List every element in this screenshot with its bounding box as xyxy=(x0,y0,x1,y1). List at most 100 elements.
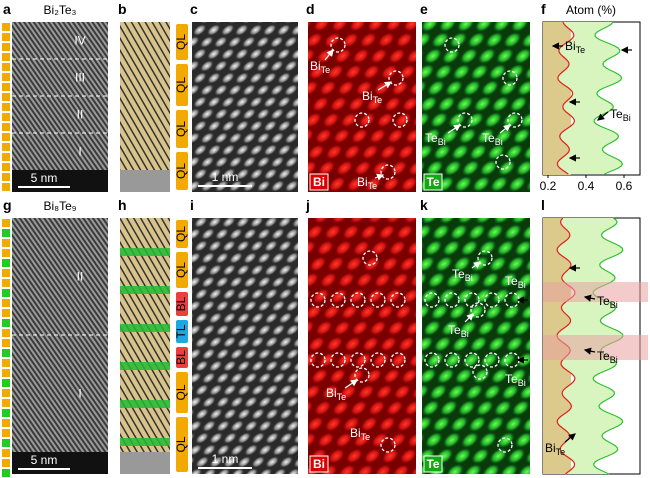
layer-strip xyxy=(2,409,10,417)
marker-circle xyxy=(392,112,408,128)
layer-tag xyxy=(176,152,188,190)
layer-strip xyxy=(2,469,10,477)
panel-letter: d xyxy=(306,1,315,17)
arrow xyxy=(374,173,385,181)
tick-label: 0.2 xyxy=(540,179,557,193)
layer-tag xyxy=(176,372,188,413)
vacuum xyxy=(12,452,108,474)
layer-strip xyxy=(2,83,10,91)
layer-strip xyxy=(2,63,10,71)
layer-strip xyxy=(2,73,10,81)
marker-circle xyxy=(390,352,406,368)
annotation-sub: Te xyxy=(556,447,566,457)
annotation-main: Bi xyxy=(350,426,361,440)
haadf-image xyxy=(192,22,298,192)
annotation-main: Te xyxy=(610,107,623,121)
eds-map xyxy=(422,22,530,192)
arrow xyxy=(344,379,358,389)
annotation-sub: Bi xyxy=(610,355,618,365)
structure-model xyxy=(120,22,170,170)
marker-circle xyxy=(350,352,366,368)
marker-circle xyxy=(330,292,346,308)
element-badge xyxy=(423,455,443,473)
panel-letter: a xyxy=(3,1,11,17)
panel-letter: c xyxy=(190,1,198,17)
haadf-image xyxy=(192,218,298,474)
layer-strip xyxy=(2,429,10,437)
marker-circle xyxy=(310,292,326,308)
marker-circle xyxy=(424,292,440,308)
marker-circle xyxy=(472,364,488,380)
layer-strip xyxy=(2,279,10,287)
panel-letter: l xyxy=(541,197,545,213)
element-badge xyxy=(423,173,443,191)
marker-circle xyxy=(497,437,513,453)
eds-map xyxy=(308,218,416,474)
layer-strip xyxy=(2,379,10,387)
arrow xyxy=(583,347,596,355)
panel-letter: j xyxy=(305,197,310,213)
annotation: TeBi xyxy=(610,107,631,123)
region-label: I xyxy=(78,145,81,159)
annotation-sub: Bi xyxy=(518,378,526,388)
layer-strip xyxy=(2,133,10,141)
annotation-main: Te xyxy=(597,349,610,363)
element-label: Te xyxy=(426,175,439,189)
arrow xyxy=(471,261,481,269)
layer-label: QL xyxy=(174,262,188,278)
green-band xyxy=(120,438,170,446)
annotation-main: Bi xyxy=(326,386,337,400)
layer-strip xyxy=(2,319,10,327)
green-band xyxy=(120,362,170,370)
arrow xyxy=(564,433,576,443)
layer-strip xyxy=(2,23,10,31)
panel-letter: h xyxy=(118,197,127,213)
bi-profile xyxy=(556,21,575,175)
layer-strip xyxy=(2,183,10,191)
eds-map xyxy=(308,22,416,192)
marker-circle xyxy=(484,292,500,308)
layer-label: QL xyxy=(174,77,188,93)
marker-circle xyxy=(354,367,370,383)
panel-letter: b xyxy=(118,1,127,17)
layer-strip xyxy=(2,93,10,101)
annotation: BiTe xyxy=(565,39,585,55)
annotation-sub: Te xyxy=(576,45,586,55)
annotation: BiTe xyxy=(357,175,377,191)
panel-letter: g xyxy=(3,197,12,213)
layer-strip xyxy=(2,103,10,111)
annotation-sub: Bi xyxy=(610,300,618,310)
layer-strip xyxy=(2,399,10,407)
annotation-sub: Bi xyxy=(518,280,526,290)
panel-title: Bi₈Te₉ xyxy=(43,199,76,213)
marker-circle xyxy=(330,37,346,53)
marker-circle xyxy=(507,112,523,128)
highlight xyxy=(543,335,648,360)
layer-strip xyxy=(2,259,10,267)
annotation-sub: Te xyxy=(361,432,371,442)
marker-circle xyxy=(495,154,511,170)
annotation: TeBi xyxy=(482,131,503,147)
annotation: BiTe xyxy=(545,441,565,457)
annotation: TeBi xyxy=(448,323,469,339)
layer-strip xyxy=(2,299,10,307)
scale-label: 5 nm xyxy=(31,453,58,467)
layer-label: QL xyxy=(174,436,188,452)
layer-strip xyxy=(2,229,10,237)
layer-strip xyxy=(2,339,10,347)
annotation: TeBi xyxy=(597,294,618,310)
annotation-sub: Bi xyxy=(461,329,469,339)
layer-strip xyxy=(2,113,10,121)
panel-letter: e xyxy=(420,1,428,17)
layer-tag xyxy=(176,292,188,316)
layer-strip xyxy=(2,439,10,447)
annotation-sub: Te xyxy=(368,181,378,191)
marker-circle xyxy=(477,250,493,266)
arrow xyxy=(447,124,461,134)
green-band xyxy=(120,324,170,332)
layer-label: BL xyxy=(174,296,188,311)
tick-label: 0.6 xyxy=(616,179,633,193)
annotation: BiTe xyxy=(326,386,346,402)
axis-title: Atom (%) xyxy=(566,3,616,17)
